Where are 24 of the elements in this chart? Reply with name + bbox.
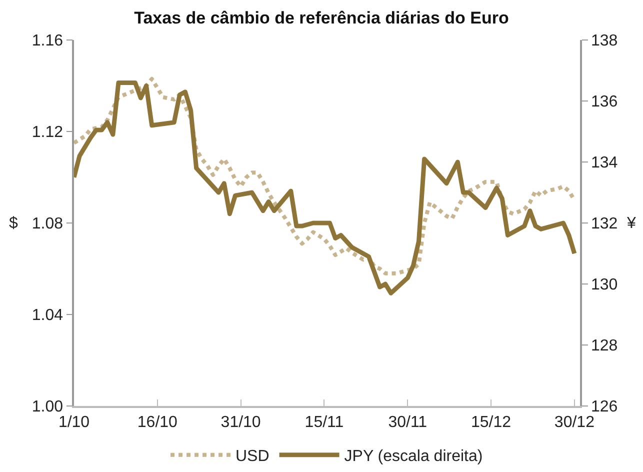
chart-title: Taxas de câmbio de referência diárias do Euro <box>134 8 509 28</box>
x-tick-label: 31/10 <box>220 414 261 431</box>
legend-label: USD <box>236 448 270 466</box>
y-tick-label: 1.00 <box>32 398 64 416</box>
y-tick-label: 1.08 <box>32 216 64 233</box>
x-tick-label: 15/12 <box>471 414 512 431</box>
y-axis-title: $ <box>9 215 18 232</box>
y2-tick-label: 126 <box>590 398 618 416</box>
y2-tick-label: 136 <box>590 94 618 111</box>
y2-tick-label: 138 <box>590 32 618 50</box>
y-tick-label: 1.16 <box>32 32 64 50</box>
x-tick-label: 30/12 <box>554 414 595 431</box>
y2-tick-label: 128 <box>590 338 618 355</box>
x-tick-label: 16/10 <box>137 414 178 431</box>
x-tick-label: 15/11 <box>304 414 344 431</box>
x-tick-label: 1/10 <box>58 414 90 431</box>
x-tick-label: 30/11 <box>388 414 428 431</box>
legend-label: JPY (escala direita) <box>344 448 483 466</box>
y2-axis-title: ¥ <box>626 215 636 232</box>
y2-tick-label: 134 <box>590 154 618 172</box>
y-tick-label: 1.12 <box>32 124 64 142</box>
y2-tick-label: 130 <box>590 276 618 294</box>
y2-tick-label: 132 <box>590 216 618 233</box>
y-tick-label: 1.04 <box>32 307 64 324</box>
